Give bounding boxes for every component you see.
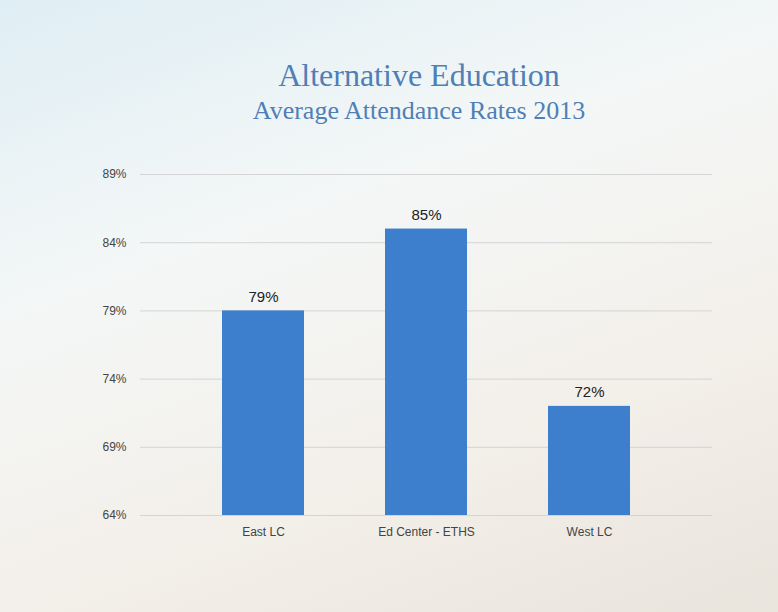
svg-text:79%: 79% [102, 304, 126, 318]
svg-text:Ed Center - ETHS: Ed Center - ETHS [378, 525, 475, 539]
html-text:Average Attendance Rates 2013: Average Attendance Rates 2013 [252, 96, 586, 125]
svg-text:84%: 84% [102, 236, 126, 250]
svg-text:West LC: West LC [567, 525, 613, 539]
svg-text:85%: 85% [411, 206, 441, 223]
svg-text:69%: 69% [102, 440, 126, 454]
svg-text:East LC: East LC [242, 525, 285, 539]
html-text:Alternative Education: Alternative Education [278, 57, 560, 93]
svg-text:72%: 72% [574, 383, 604, 400]
svg-text:79%: 79% [248, 288, 278, 305]
svg-text:74%: 74% [102, 372, 126, 386]
svg-text:64%: 64% [102, 508, 126, 522]
svg-text:89%: 89% [102, 167, 126, 181]
